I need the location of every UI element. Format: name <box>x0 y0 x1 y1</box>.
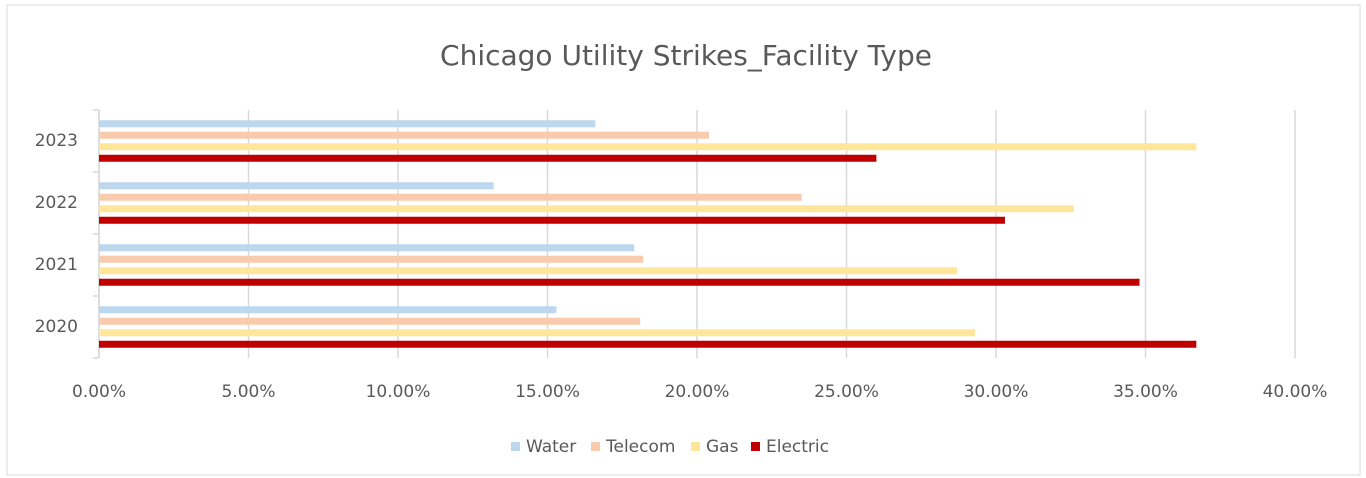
bar <box>99 329 976 337</box>
legend-swatch <box>591 442 600 451</box>
bar <box>99 267 958 275</box>
bar <box>99 306 557 314</box>
bar <box>99 244 635 252</box>
x-tick-label: 25.00% <box>814 382 879 402</box>
bar <box>99 216 1005 224</box>
x-tick-label: 20.00% <box>665 382 730 402</box>
x-tick-label: 0.00% <box>72 382 126 402</box>
legend-swatch <box>751 442 760 451</box>
chart-border <box>6 4 1361 476</box>
bar <box>99 278 1140 286</box>
legend-swatch <box>691 442 700 451</box>
legend-label: Telecom <box>605 437 675 457</box>
y-tick-label: 2022 <box>35 193 78 213</box>
bar <box>99 131 709 139</box>
bar <box>99 120 596 128</box>
bar <box>99 143 1197 151</box>
chart-title: Chicago Utility Strikes_Facility Type <box>440 39 932 72</box>
x-tick-label: 30.00% <box>964 382 1029 402</box>
bar <box>99 340 1197 348</box>
bar <box>99 154 877 162</box>
y-tick-label: 2021 <box>35 255 78 275</box>
bar <box>99 317 641 325</box>
y-tick-label: 2020 <box>35 317 78 337</box>
bar <box>99 205 1074 213</box>
bar <box>99 193 802 201</box>
legend-swatch <box>511 442 520 451</box>
legend-label: Gas <box>706 437 739 457</box>
bar <box>99 255 644 263</box>
x-tick-label: 35.00% <box>1113 382 1178 402</box>
x-tick-label: 40.00% <box>1263 382 1328 402</box>
x-tick-label: 10.00% <box>366 382 431 402</box>
x-tick-label: 15.00% <box>515 382 580 402</box>
bar <box>99 182 494 190</box>
y-tick-label: 2023 <box>35 131 78 151</box>
legend-label: Water <box>526 437 576 457</box>
x-tick-label: 5.00% <box>221 382 275 402</box>
legend-label: Electric <box>766 437 829 457</box>
